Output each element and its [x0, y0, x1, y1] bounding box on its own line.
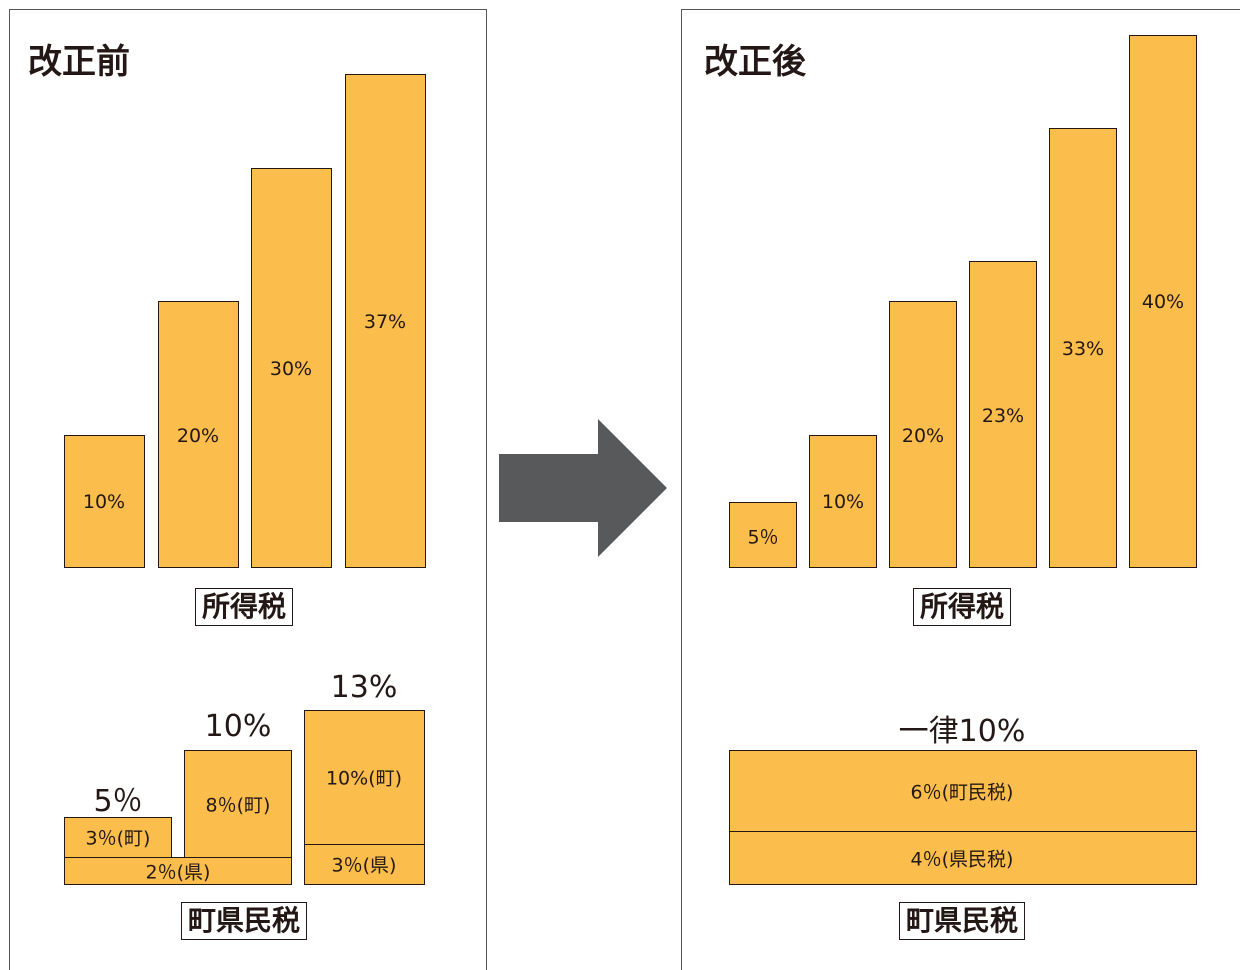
after-title: 改正後 [704, 42, 806, 82]
before-resident-label-1-town: 3％(町) [85, 827, 151, 850]
before-resident-bar-pref-shared [64, 857, 292, 885]
after-income-label-5: 33% [1061, 338, 1105, 360]
before-income-label-3: 30% [269, 358, 313, 380]
before-resident-label-pref: 2％(県) [145, 861, 211, 884]
before-income-bar-1 [64, 435, 145, 568]
after-income-label-2: 10% [821, 491, 865, 513]
after-income-bar-6 [1129, 35, 1197, 568]
before-income-section-label: 所得税 [194, 588, 294, 626]
before-income-label-2: 20% [176, 425, 220, 447]
before-resident-label-3-pref: 3％(県) [331, 854, 397, 877]
before-resident-bar-3-town [304, 710, 425, 845]
after-income-bar-4 [969, 261, 1037, 568]
after-income-bar-5 [1049, 128, 1117, 568]
after-income-bar-3 [889, 301, 957, 568]
right-arrow-icon [499, 419, 667, 557]
before-income-bar-2 [158, 301, 239, 568]
before-resident-total-3: 13% [330, 670, 398, 705]
before-resident-label-2-town: 8％(町) [205, 794, 271, 817]
after-resident-label-town: 6％(町民税) [910, 781, 1014, 804]
before-income-bar-3 [251, 168, 332, 568]
after-income-label-4: 23% [981, 405, 1025, 427]
before-resident-section-label: 町県民税 [180, 902, 308, 940]
after-resident-bar-pref [729, 831, 1197, 885]
before-resident-bar-2-town [184, 750, 292, 858]
after-resident-section-label: 町県民税 [898, 902, 1026, 940]
before-resident-label-3-town: 10%(町) [325, 767, 403, 790]
after-income-label-3: 20% [901, 425, 945, 447]
after-resident-total: 一律10% [898, 714, 1026, 749]
before-resident-total-1: 5％ [93, 784, 143, 819]
after-resident-label-pref: 4％(県民税) [910, 848, 1014, 871]
after-income-bar-2 [809, 435, 877, 568]
after-income-bar-1 [729, 502, 797, 568]
before-income-bar-4 [345, 74, 426, 568]
after-resident-bar-town [729, 750, 1197, 832]
before-income-label-1: 10% [82, 491, 126, 513]
before-title: 改正前 [28, 42, 130, 82]
after-income-section-label: 所得税 [912, 588, 1012, 626]
after-income-label-1: 5％ [747, 526, 779, 549]
before-resident-total-2: 10% [204, 709, 272, 744]
before-resident-bar-3-pref [304, 844, 425, 885]
after-income-label-6: 40% [1141, 291, 1185, 313]
before-income-label-4: 37% [363, 311, 407, 333]
